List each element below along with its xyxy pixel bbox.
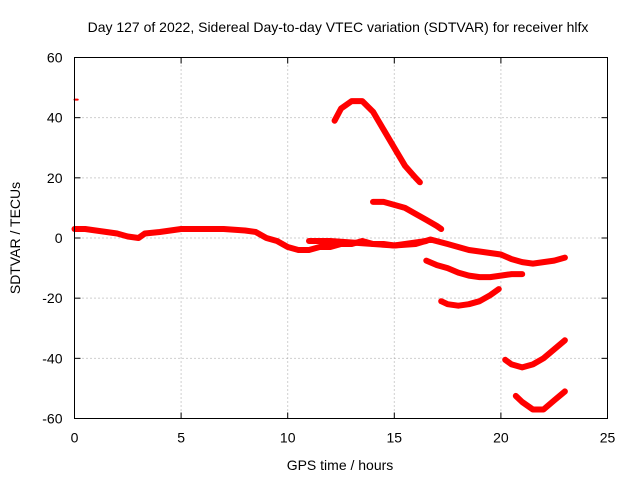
x-tick-label: 20 — [493, 430, 509, 446]
x-tick-label: 5 — [177, 430, 185, 446]
y-tick-label: 60 — [47, 50, 63, 66]
y-axis-label: SDTVAR / TECUs — [7, 182, 23, 294]
y-tick-label: -60 — [42, 411, 62, 427]
series-arc-7 — [438, 286, 502, 309]
series-arc-3-secondary — [306, 236, 568, 267]
x-tick-label: 10 — [280, 430, 296, 446]
x-axis-label: GPS time / hours — [287, 457, 394, 473]
x-tick-label: 25 — [600, 430, 616, 446]
series-arc-4-peak — [331, 98, 423, 186]
y-tick-label: 40 — [47, 110, 63, 126]
axis-ticks: 0 5 10 15 20 25 -60 -40 -20 0 20 40 60 — [42, 50, 615, 446]
y-tick-label: -40 — [42, 350, 62, 366]
chart-title: Day 127 of 2022, Sidereal Day-to-day VTE… — [88, 19, 589, 35]
series-arc-6 — [423, 257, 526, 281]
x-tick-label: 0 — [71, 430, 79, 446]
y-tick-label: 20 — [47, 170, 63, 186]
series-arc-8 — [502, 337, 568, 371]
series-arc-9 — [512, 388, 568, 413]
y-tick-label: 0 — [55, 230, 63, 246]
x-tick-label: 15 — [387, 430, 403, 446]
data-series — [71, 98, 568, 413]
series-arc-5 — [370, 198, 445, 232]
y-tick-label: -20 — [42, 290, 62, 306]
grid-lines — [74, 57, 608, 419]
